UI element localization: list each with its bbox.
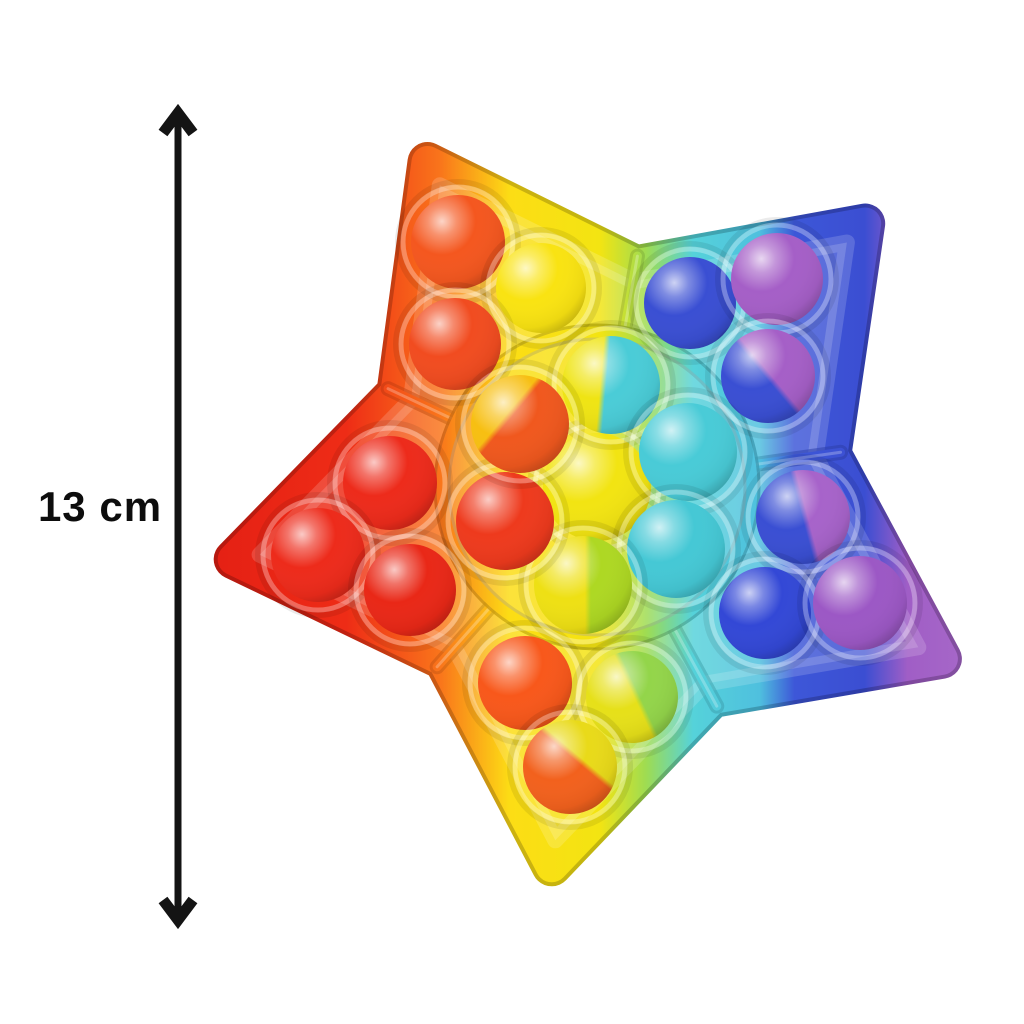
pop-bubble: [440, 456, 570, 586]
pop-bubble: [546, 320, 676, 450]
bubble-socket-ring: [575, 640, 689, 754]
bubble-socket-shadow: [518, 520, 648, 650]
bubble-gloss: [364, 544, 456, 636]
pop-bubble: [705, 313, 831, 439]
bubble-gloss: [534, 536, 632, 634]
popit-star-toy: [213, 142, 962, 887]
ridge-seam: [429, 598, 499, 675]
bubble-gloss: [639, 403, 737, 501]
ridge-top: [383, 384, 458, 424]
bubble-gloss: [627, 500, 725, 598]
bubble-gloss: [523, 720, 617, 814]
bubble-gloss: [411, 195, 505, 289]
bubble-socket-ring: [467, 625, 583, 741]
bubble-socket-shadow: [507, 704, 633, 830]
pop-bubble: [797, 540, 923, 666]
pop-bubble: [393, 282, 517, 406]
bubble-socket-shadow: [705, 313, 831, 439]
bubble-gloss: [409, 298, 501, 390]
pop-bubble: [255, 492, 381, 618]
bubble-socket-shadow: [348, 528, 472, 652]
pop-bubble: [348, 528, 472, 652]
bubble-socket-ring: [802, 545, 918, 661]
ridge-highlight: [622, 254, 639, 332]
bubble-socket-ring: [460, 364, 580, 484]
ridge-top: [749, 447, 846, 470]
bubble-gloss: [644, 257, 736, 349]
bubble-socket-shadow: [327, 420, 453, 546]
pop-bubble: [480, 227, 602, 349]
bubble-socket-ring: [400, 184, 516, 300]
pop-bubble: [462, 620, 588, 746]
bubble-gloss: [756, 470, 850, 564]
pop-bubble: [570, 635, 694, 759]
pop-bubble: [395, 179, 521, 305]
bubble-gloss: [456, 472, 554, 570]
bubble-socket-ring: [523, 525, 643, 645]
bubble-socket-ring: [332, 425, 448, 541]
bubble-gloss: [343, 436, 437, 530]
ridge-top: [432, 601, 496, 672]
ridge-highlight: [752, 450, 843, 467]
bubble-socket-shadow: [393, 282, 517, 406]
ridge-top: [668, 622, 722, 711]
bubble-socket-ring: [485, 232, 597, 344]
bubble-gloss: [271, 508, 365, 602]
bubble-socket-ring: [512, 709, 628, 825]
ridge-seam: [746, 444, 849, 473]
bubble-gloss: [721, 329, 815, 423]
pop-bubble: [703, 551, 827, 675]
bubble-gloss: [562, 336, 660, 434]
ridge-highlight: [435, 604, 493, 669]
bubble-gloss: [586, 651, 678, 743]
bubble-socket-ring: [710, 318, 826, 434]
bubble-gloss: [471, 375, 569, 473]
bubble-socket-shadow: [455, 359, 585, 489]
bubble-socket-ring: [551, 325, 671, 445]
bubble-gloss: [813, 556, 907, 650]
bubble-socket-ring: [353, 533, 467, 647]
dimension-label: 13 cm: [38, 483, 162, 530]
bubble-socket-ring: [260, 497, 376, 613]
bubble-gloss: [478, 636, 572, 730]
bubble-socket-shadow: [480, 227, 602, 349]
bubble-socket-ring: [616, 489, 736, 609]
bubble-socket-ring: [745, 459, 861, 575]
pop-bubble: [740, 454, 866, 580]
bubble-gloss: [543, 433, 651, 541]
ridge-highlight: [671, 625, 719, 708]
bubble-gloss: [731, 233, 823, 325]
pop-bubble: [518, 520, 648, 650]
bubble-socket-shadow: [462, 620, 588, 746]
ridge-top: [619, 251, 642, 335]
pop-bubble: [628, 241, 752, 365]
ridge-seam: [665, 619, 725, 714]
bubble-socket-shadow: [797, 540, 923, 666]
dimension-annotation: 13 cm: [38, 103, 198, 930]
bubble-socket-shadow: [740, 454, 866, 580]
ridge-highlight: [386, 387, 455, 421]
bubble-socket-shadow: [570, 635, 694, 759]
pop-bubble: [455, 359, 585, 489]
dimension-arrowhead-up-icon: [158, 103, 198, 137]
center-circle-rim: [436, 326, 758, 648]
pop-bubble: [507, 704, 633, 830]
bubble-gloss: [719, 567, 811, 659]
bubble-socket-shadow: [255, 492, 381, 618]
ridge-seam: [616, 248, 645, 338]
ridge-seam: [380, 381, 461, 427]
pop-bubble: [611, 484, 741, 614]
dimension-arrowhead-down-icon: [158, 896, 198, 930]
pop-bubble: [327, 420, 453, 546]
bubble-gloss: [496, 243, 586, 333]
pop-bubble: [623, 387, 753, 517]
bubble-socket-ring: [398, 287, 512, 401]
